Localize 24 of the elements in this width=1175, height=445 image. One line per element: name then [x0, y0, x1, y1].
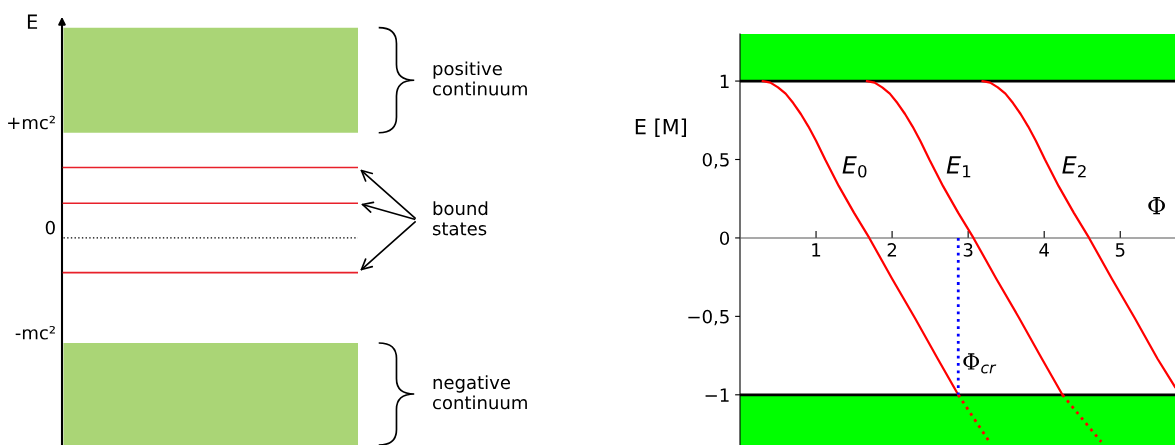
y-tick-label: 0 — [719, 231, 730, 246]
x-tick-label: 3 — [963, 243, 973, 257]
x-tick-label: 5 — [1115, 243, 1125, 257]
text: positive continuum — [433, 61, 527, 96]
text: +mc² — [8, 115, 55, 130]
series-label: E$_{0}$ — [842, 156, 867, 178]
text: negative continuum — [433, 375, 527, 410]
y-tick-label: −0,5 — [688, 309, 729, 326]
text: E — [27, 14, 38, 29]
y-axis-title: E [M] — [635, 118, 687, 138]
text: -mc² — [15, 325, 55, 340]
series-label: E$_{2}$ — [1062, 156, 1086, 178]
x-tick-label: 4 — [1039, 243, 1049, 257]
text: 0 — [45, 220, 55, 235]
y-tick-label: 1 — [720, 74, 729, 88]
x-axis-title: Φ — [1148, 196, 1165, 215]
annotation: Φ$_{cr}$ — [963, 353, 997, 374]
line-series — [981, 79, 1175, 389]
text: bound states — [432, 201, 488, 236]
x-tick-label: 2 — [887, 243, 897, 257]
y-tick-label: 0,5 — [702, 152, 729, 169]
series-label: E$_{1}$ — [946, 156, 971, 178]
x-tick-label: 1 — [812, 243, 821, 257]
y-tick-label: −1 — [705, 388, 729, 402]
